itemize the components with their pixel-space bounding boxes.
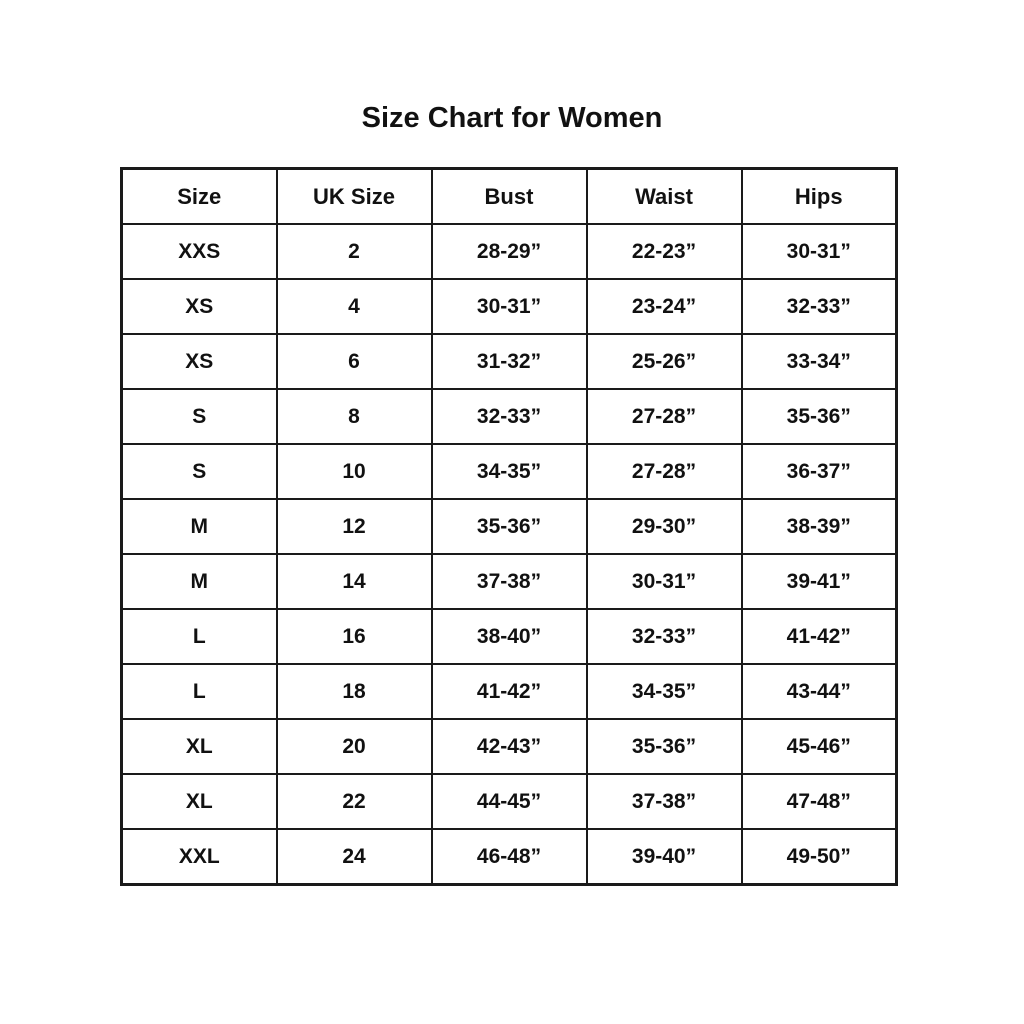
table-cell: XL <box>120 773 278 830</box>
table-cell: 2 <box>275 223 433 280</box>
table-cell: 14 <box>275 553 433 610</box>
table-cell: 39-41” <box>740 553 898 610</box>
table-cell: 30-31” <box>585 553 743 610</box>
table-cell: 16 <box>275 608 433 665</box>
table-cell: 44-45” <box>430 773 588 830</box>
table-cell: 22-23” <box>585 223 743 280</box>
table-row: XS 6 31-32” 25-26” 33-34” <box>120 333 898 390</box>
table-cell: 45-46” <box>740 718 898 775</box>
table-cell: 30-31” <box>740 223 898 280</box>
table-row: XXL 24 46-48” 39-40” 49-50” <box>120 828 898 886</box>
table-cell: XL <box>120 718 278 775</box>
table-row: XS 4 30-31” 23-24” 32-33” <box>120 278 898 335</box>
table-cell: XXS <box>120 223 278 280</box>
table-cell: 41-42” <box>740 608 898 665</box>
table-cell: 49-50” <box>740 828 898 886</box>
table-cell: 10 <box>275 443 433 500</box>
table-cell: 31-32” <box>430 333 588 390</box>
table-header-row: Size UK Size Bust Waist Hips <box>120 167 898 225</box>
table-cell: 41-42” <box>430 663 588 720</box>
table-cell: 27-28” <box>585 443 743 500</box>
table-cell: 34-35” <box>430 443 588 500</box>
table-cell: 32-33” <box>585 608 743 665</box>
table-cell: 33-34” <box>740 333 898 390</box>
column-header-uk-size: UK Size <box>275 167 433 225</box>
table-cell: 46-48” <box>430 828 588 886</box>
column-header-size: Size <box>120 167 278 225</box>
table-cell: 42-43” <box>430 718 588 775</box>
table-cell: XXL <box>120 828 278 886</box>
table-cell: 39-40” <box>585 828 743 886</box>
table-cell: 34-35” <box>585 663 743 720</box>
table-row: XL 22 44-45” 37-38” 47-48” <box>120 773 898 830</box>
table-cell: 35-36” <box>430 498 588 555</box>
table-cell: 25-26” <box>585 333 743 390</box>
table-cell: S <box>120 388 278 445</box>
table-cell: 8 <box>275 388 433 445</box>
table-cell: 28-29” <box>430 223 588 280</box>
table-cell: M <box>120 498 278 555</box>
table-cell: S <box>120 443 278 500</box>
column-header-hips: Hips <box>740 167 898 225</box>
table-cell: 27-28” <box>585 388 743 445</box>
table-cell: L <box>120 663 278 720</box>
table-cell: 36-37” <box>740 443 898 500</box>
size-chart-table: Size UK Size Bust Waist Hips XXS 2 28-29” 22-23… <box>120 167 898 886</box>
table-row: XL 20 42-43” 35-36” 45-46” <box>120 718 898 775</box>
table-cell: 35-36” <box>740 388 898 445</box>
table-cell: 30-31” <box>430 278 588 335</box>
table-cell: M <box>120 553 278 610</box>
column-header-bust: Bust <box>430 167 588 225</box>
table-row: S 8 32-33” 27-28” 35-36” <box>120 388 898 445</box>
table-cell: 47-48” <box>740 773 898 830</box>
table-row: L 18 41-42” 34-35” 43-44” <box>120 663 898 720</box>
table-cell: 43-44” <box>740 663 898 720</box>
page-title: Size Chart for Women <box>361 102 663 134</box>
table-cell: 20 <box>275 718 433 775</box>
table-cell: 24 <box>275 828 433 886</box>
table-cell: L <box>120 608 278 665</box>
table-cell: 18 <box>275 663 433 720</box>
table-cell: 6 <box>275 333 433 390</box>
table-row: M 14 37-38” 30-31” 39-41” <box>120 553 898 610</box>
table-cell: 37-38” <box>585 773 743 830</box>
column-header-waist: Waist <box>585 167 743 225</box>
table-cell: XS <box>120 333 278 390</box>
table-row: L 16 38-40” 32-33” 41-42” <box>120 608 898 665</box>
table-body: XXS 2 28-29” 22-23” 30-31” XS 4 30-31” 23-24” 32-… <box>120 223 898 886</box>
table-cell: 38-40” <box>430 608 588 665</box>
table-cell: 12 <box>275 498 433 555</box>
table-cell: 29-30” <box>585 498 743 555</box>
table-cell: 32-33” <box>430 388 588 445</box>
table-head: Size UK Size Bust Waist Hips <box>120 167 898 225</box>
table-cell: 37-38” <box>430 553 588 610</box>
table-cell: 38-39” <box>740 498 898 555</box>
table-cell: XS <box>120 278 278 335</box>
table-cell: 23-24” <box>585 278 743 335</box>
table-row: S 10 34-35” 27-28” 36-37” <box>120 443 898 500</box>
table-cell: 22 <box>275 773 433 830</box>
table-row: M 12 35-36” 29-30” 38-39” <box>120 498 898 555</box>
table-cell: 4 <box>275 278 433 335</box>
table-cell: 32-33” <box>740 278 898 335</box>
table-cell: 35-36” <box>585 718 743 775</box>
table-row: XXS 2 28-29” 22-23” 30-31” <box>120 223 898 280</box>
